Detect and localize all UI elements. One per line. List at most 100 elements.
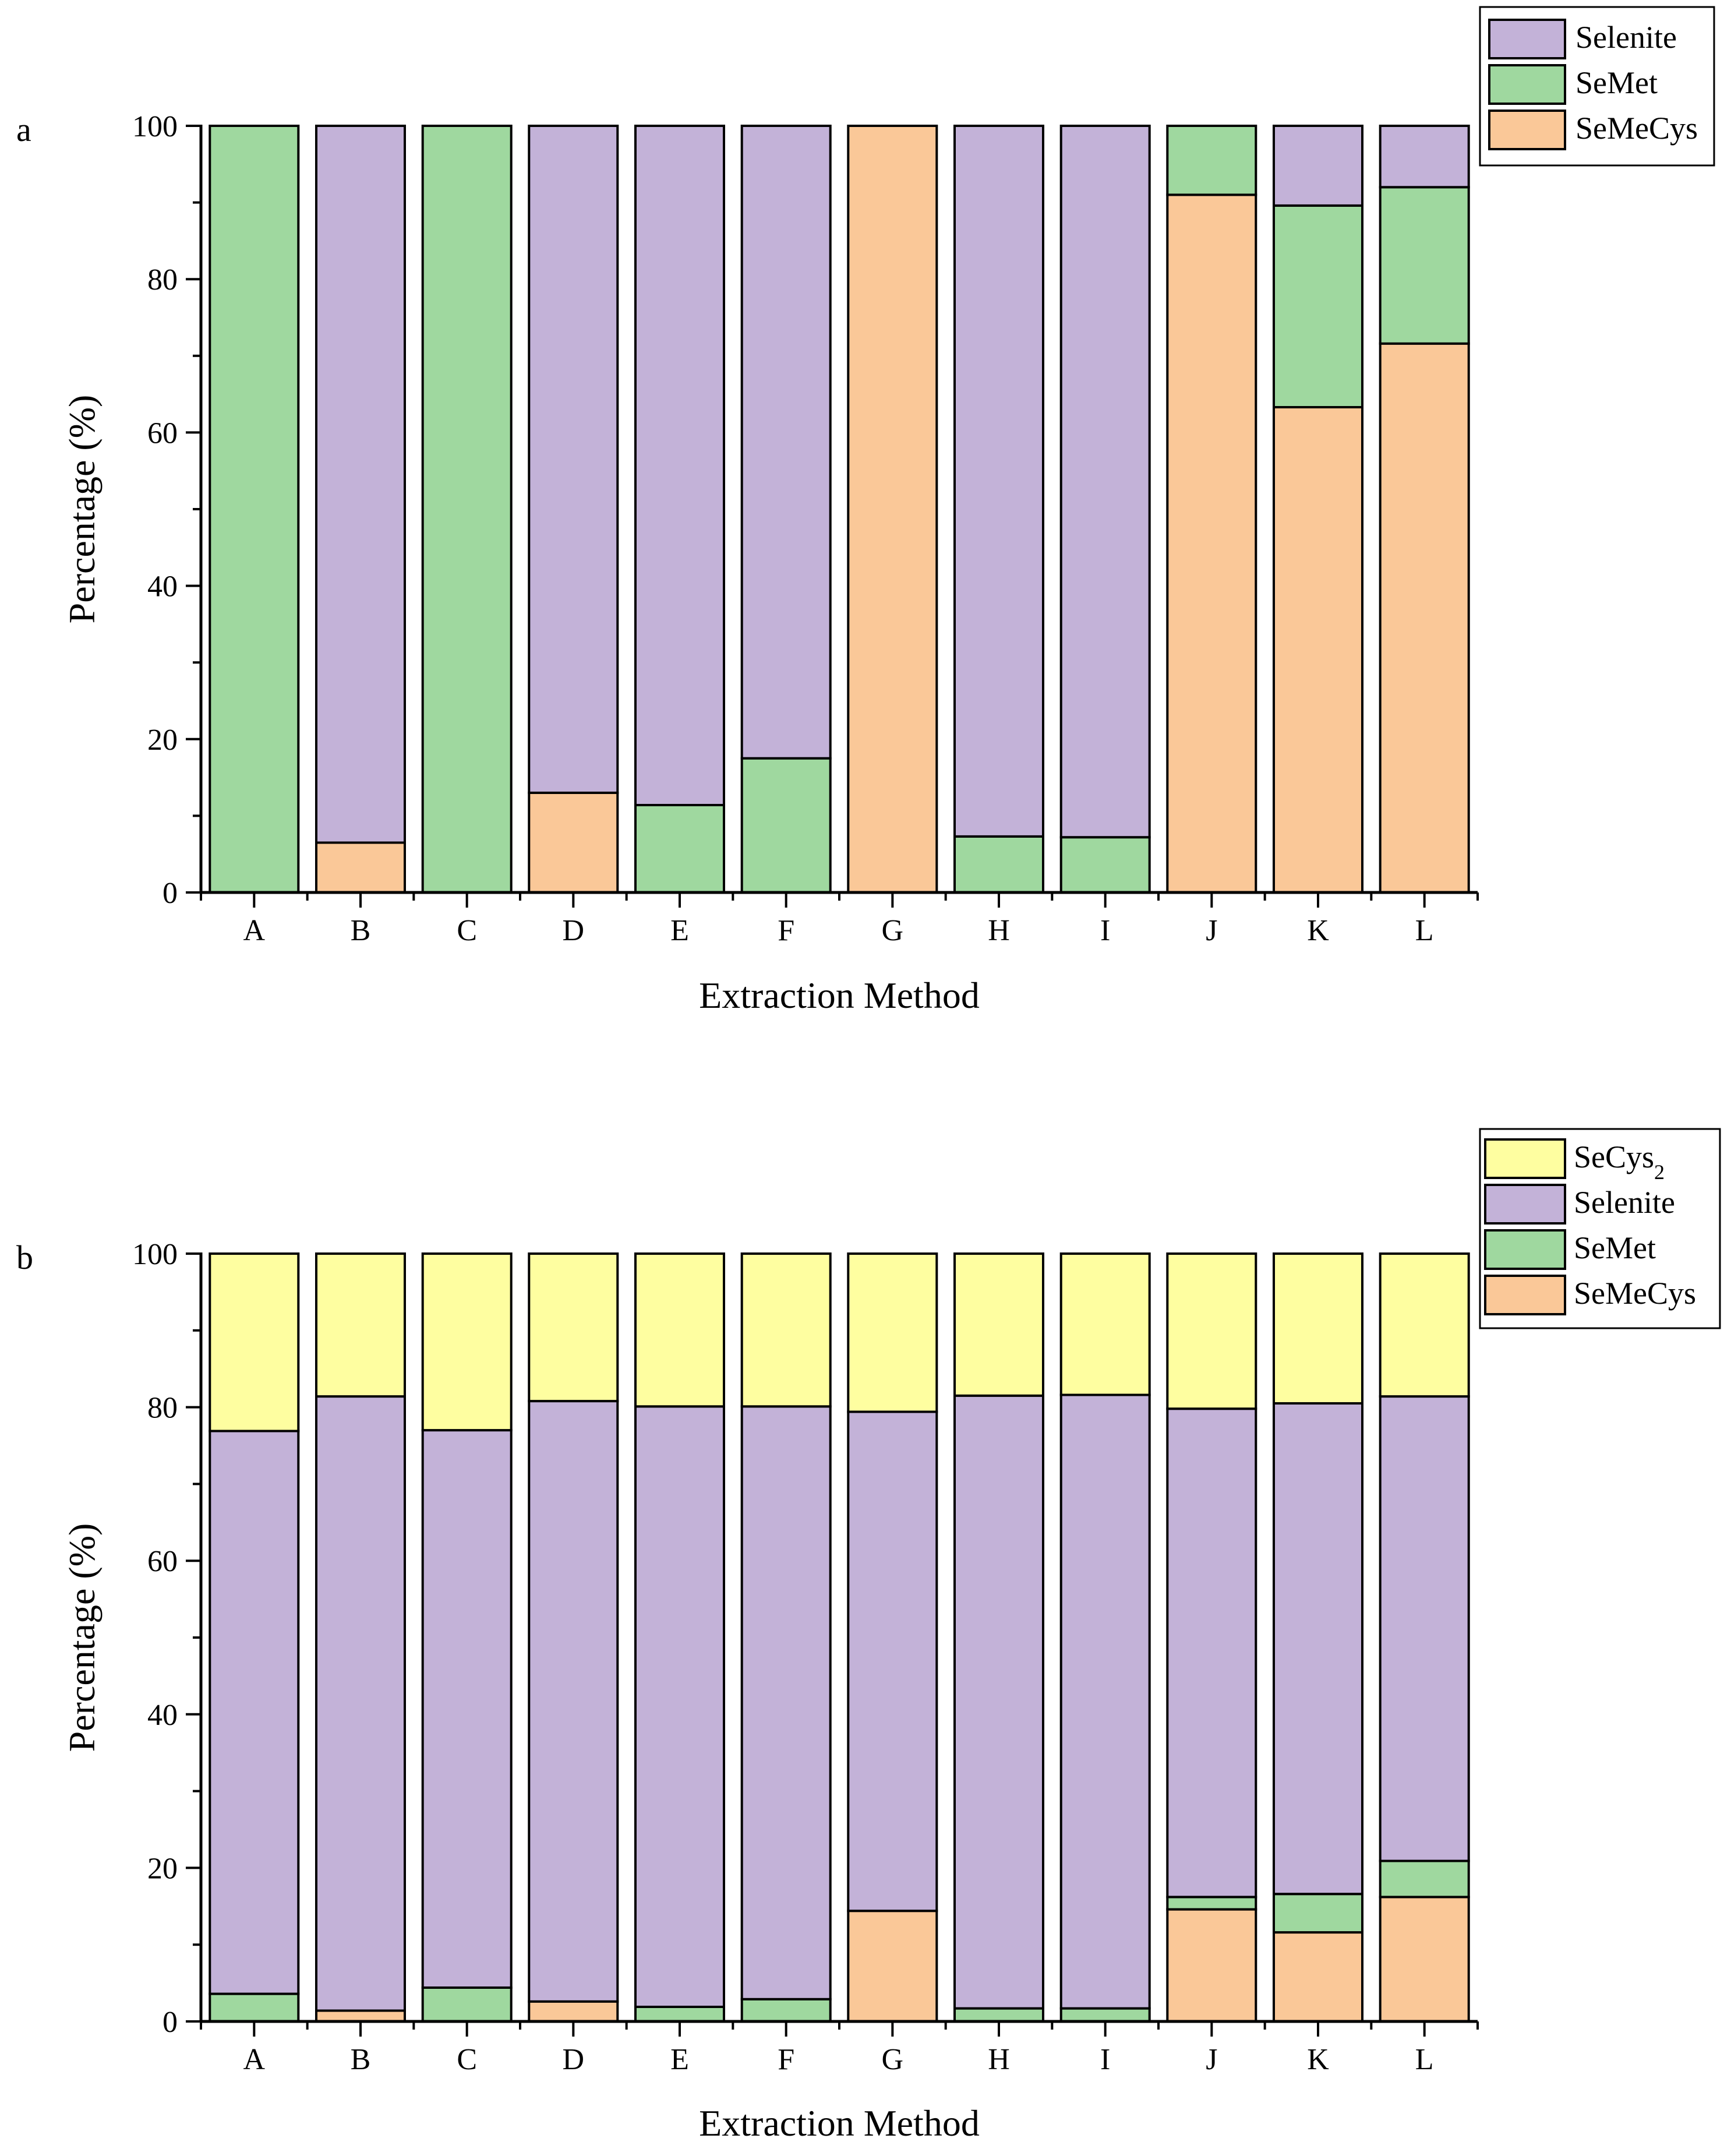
bar-C-semet — [421, 125, 513, 894]
x-tick-label: F — [778, 2043, 794, 2076]
x-tick-label: G — [882, 914, 904, 947]
bar-K-semet — [1273, 1893, 1363, 1934]
legend: Selenite SeMet SeMeCys — [1479, 6, 1715, 167]
chart-panel-b: b 0 20 40 60 80 100 A B C D E F G H I J K L Extraction Meth… — [16, 1128, 1721, 2144]
legend-label: Selenite — [1574, 1185, 1675, 1220]
x-tick-label: H — [988, 2043, 1010, 2076]
bar-B-secys2 — [315, 1252, 406, 1398]
bar-B-selenite — [315, 125, 406, 844]
bar-L-selenite — [1379, 1395, 1470, 1862]
y-axis-title: Percentage (%) — [61, 395, 103, 624]
y-tick-label: 0 — [162, 2006, 178, 2039]
bar-D-secys2 — [528, 1252, 619, 1403]
x-tick-label: D — [563, 2043, 585, 2076]
bar-H-semet — [953, 835, 1044, 894]
bar-G-semecys — [847, 125, 938, 894]
x-axis-title: Extraction Method — [699, 2102, 980, 2144]
bar-G-selenite — [847, 1410, 938, 1912]
bar-J-semecys — [1166, 193, 1257, 894]
x-tick-label: A — [243, 2043, 266, 2076]
y-tick-label: 100 — [132, 110, 178, 143]
panel-letter: b — [16, 1238, 33, 1276]
y-tick-label: 100 — [132, 1238, 178, 1271]
bar-B-semecys — [315, 2009, 406, 2023]
x-tick-label: E — [670, 914, 689, 947]
bar-J-semet — [1166, 125, 1257, 196]
bar-L-semet — [1379, 186, 1470, 345]
bar-F-semet — [740, 757, 832, 894]
x-tick-label: E — [670, 2043, 689, 2076]
x-tick-label: L — [1415, 914, 1434, 947]
bar-F-semet — [740, 1998, 832, 2023]
x-tick-label: I — [1100, 914, 1110, 947]
bar-F-secys2 — [740, 1252, 832, 1408]
legend-swatch-secys — [1484, 1138, 1566, 1179]
bar-K-semecys — [1273, 1931, 1363, 2023]
bar-K-selenite — [1273, 125, 1363, 207]
legend-swatch-semecys — [1484, 1275, 1566, 1315]
bar-J-selenite — [1166, 1407, 1257, 1899]
bar-K-semecys — [1273, 406, 1363, 894]
bar-A-semet — [209, 125, 300, 894]
chart-panel-a: a 0 20 40 60 80 100 A B C D E F G H I J K L Extraction Meth… — [16, 6, 1715, 1016]
bar-K-semet — [1273, 204, 1363, 408]
bar-F-selenite — [740, 125, 832, 760]
legend-label: SeMet — [1574, 1230, 1656, 1265]
legend-swatch-selenite — [1488, 19, 1566, 59]
bar-L-semecys — [1379, 342, 1470, 894]
y-axis-title: Percentage (%) — [61, 1523, 103, 1752]
bar-D-semecys — [528, 791, 619, 894]
legend-swatch-semecys — [1488, 110, 1566, 150]
legend-label-subscript: 2 — [1654, 1160, 1665, 1184]
legend-label: Selenite — [1575, 20, 1677, 55]
bar-L-secys2 — [1379, 1252, 1470, 1398]
bar-C-secys2 — [421, 1252, 513, 1432]
bar-I-semet — [1059, 2007, 1151, 2023]
legend-label: SeMet — [1575, 65, 1658, 100]
legend-label: SeMeCys — [1574, 1276, 1696, 1311]
bar-L-semet — [1379, 1859, 1470, 1899]
bar-I-secys2 — [1059, 1252, 1151, 1396]
x-tick-label: A — [243, 914, 266, 947]
y-tick-label: 80 — [147, 263, 178, 297]
bar-B-selenite — [315, 1395, 406, 2012]
bar-H-secys2 — [953, 1252, 1044, 1397]
bar-J-secys2 — [1166, 1252, 1257, 1410]
x-tick-label: F — [778, 914, 794, 947]
x-tick-label: I — [1100, 2043, 1110, 2076]
x-tick-label: C — [457, 914, 477, 947]
bar-H-selenite — [953, 1394, 1044, 2010]
bar-C-selenite — [421, 1429, 513, 1989]
x-tick-label: G — [882, 2043, 904, 2076]
bar-E-selenite — [634, 125, 725, 806]
y-tick-label: 40 — [147, 1699, 178, 1732]
bar-C-semet — [421, 1986, 513, 2023]
bar-F-selenite — [740, 1405, 832, 2000]
x-tick-label: J — [1206, 914, 1217, 947]
bar-A-semet — [209, 1992, 300, 2023]
x-tick-label: K — [1307, 914, 1329, 947]
bar-I-semet — [1059, 836, 1151, 894]
y-tick-label: 20 — [147, 724, 178, 757]
x-tick-label: K — [1307, 2043, 1329, 2076]
x-tick-label: B — [351, 914, 371, 947]
legend-swatch-semet — [1484, 1229, 1566, 1270]
bar-H-selenite — [953, 125, 1044, 838]
panel-letter: a — [16, 111, 31, 149]
bar-G-semecys — [847, 1910, 938, 2023]
bar-K-selenite — [1273, 1402, 1363, 1896]
bar-I-selenite — [1059, 1393, 1151, 2010]
x-tick-label: H — [988, 914, 1010, 947]
bar-K-secys2 — [1273, 1252, 1363, 1405]
x-tick-label: L — [1415, 2043, 1434, 2076]
x-tick-label: D — [563, 914, 585, 947]
y-tick-label: 0 — [162, 877, 178, 910]
bar-I-selenite — [1059, 125, 1151, 839]
y-tick-label: 80 — [147, 1392, 178, 1425]
y-tick-label: 60 — [147, 1545, 178, 1578]
bar-B-semecys — [315, 841, 406, 894]
bar-E-semet — [634, 804, 725, 894]
bar-G-secys2 — [847, 1252, 938, 1413]
